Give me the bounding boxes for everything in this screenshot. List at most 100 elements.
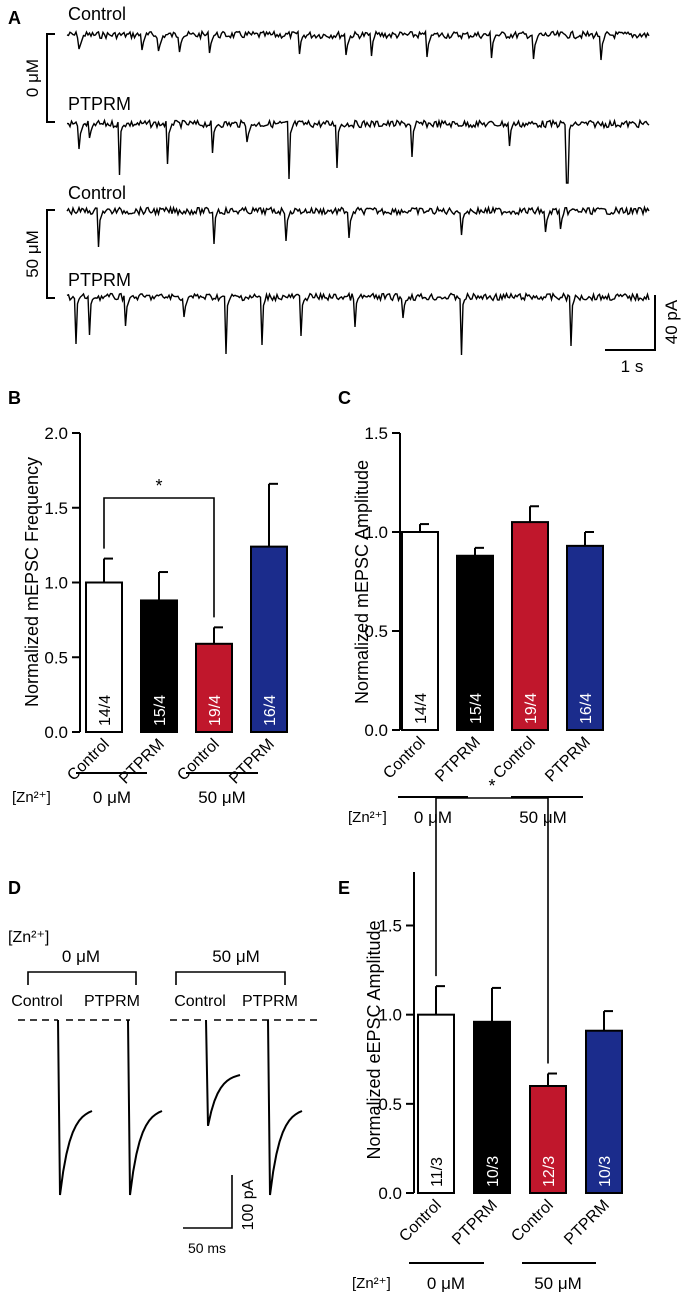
bracket-50uM xyxy=(46,209,55,299)
group-50-label: 50 μM xyxy=(519,808,567,827)
bar xyxy=(529,1085,567,1194)
panel-a-scale-bar xyxy=(605,295,656,351)
x-tick-label: Control xyxy=(490,734,538,782)
significance-bracket xyxy=(103,497,215,618)
n-label: 16/4 xyxy=(262,695,279,726)
n-label: 19/4 xyxy=(207,695,224,726)
x-tick-label: Control xyxy=(174,736,222,784)
trace-2-ptprm-0uM xyxy=(66,118,650,184)
n-label: 11/3 xyxy=(429,1157,446,1187)
trace-1-control-0uM xyxy=(66,29,650,61)
bracket-50uM-label: 50 μM xyxy=(23,230,42,278)
panel-a-trace-label-3: Control xyxy=(68,183,126,203)
bracket-zn-label: [Zn²⁺] xyxy=(348,809,387,826)
y-tick-label: 2.0 xyxy=(44,424,68,443)
x-tick-label: Control xyxy=(64,736,112,784)
y-tick-label: 0.0 xyxy=(364,721,388,740)
panel-d-scale-x-label: 50 ms xyxy=(188,1240,226,1256)
bar xyxy=(140,599,178,733)
group-0-label: 0 μM xyxy=(93,788,131,807)
group-0-label: 0 μM xyxy=(414,808,452,827)
n-label: 10/3 xyxy=(485,1156,502,1187)
y-tick-label: 0.0 xyxy=(378,1184,402,1203)
n-label: 15/4 xyxy=(152,695,169,726)
bar xyxy=(401,531,439,731)
panel-d-group-50-label: 50 μM xyxy=(212,947,260,966)
group-0-label: 0 μM xyxy=(427,1274,465,1293)
panel-d-group-0-label: 0 μM xyxy=(62,947,100,966)
n-label: 12/3 xyxy=(541,1156,558,1187)
x-tick-label: PTPRM xyxy=(449,1197,501,1249)
n-label: 16/4 xyxy=(578,693,595,724)
y-tick-label: 1.0 xyxy=(364,523,388,542)
trace-4-ptprm-50uM xyxy=(66,291,650,356)
n-label: 15/4 xyxy=(468,693,485,724)
x-tick-label: PTPRM xyxy=(116,736,168,788)
panel-d-bracket-0uM xyxy=(27,971,137,985)
y-axis-title: Normalized mEPSC Frequency xyxy=(22,457,42,707)
y-tick-label: 1.5 xyxy=(378,917,402,936)
group-50-label: 50 μM xyxy=(534,1274,582,1293)
trace-3-control-50uM xyxy=(66,204,650,248)
bracket-zn-label: [Zn²⁺] xyxy=(12,789,51,806)
panel-a-letter: A xyxy=(8,8,21,28)
eepsc-trace-control-0uM xyxy=(57,1019,93,1196)
bar xyxy=(417,1013,455,1195)
x-tick-label: Control xyxy=(396,1197,444,1245)
panel-d-trace-label-1: Control xyxy=(11,993,63,1010)
n-label: 14/4 xyxy=(97,695,114,726)
bracket-zn-label: [Zn²⁺] xyxy=(352,1275,391,1292)
n-label: 19/4 xyxy=(523,693,540,724)
panel-d-trace-label-2: PTPRM xyxy=(84,993,140,1010)
y-tick-label: 1.5 xyxy=(44,499,68,518)
panel-b-chart: Normalized mEPSC Frequency [Zn²⁺] 0 μM 5… xyxy=(12,424,288,807)
panel-d-scale-y-label: 100 pA xyxy=(240,1179,257,1230)
significance-star: * xyxy=(155,476,162,496)
bar xyxy=(195,642,233,733)
group-50-label: 50 μM xyxy=(198,788,246,807)
panel-d-trace-label-3: Control xyxy=(174,993,226,1010)
x-tick-label: PTPRM xyxy=(542,734,594,786)
panel-d-letter: D xyxy=(8,878,21,898)
significance-bracket xyxy=(435,797,549,1064)
panel-d-bracket-50uM xyxy=(175,971,286,985)
y-tick-label: 0.5 xyxy=(44,648,68,667)
bar xyxy=(566,544,604,731)
panel-e-letter: E xyxy=(338,878,350,898)
panel-b-letter: B xyxy=(8,388,21,408)
x-tick-label: PTPRM xyxy=(432,734,484,786)
panel-a-trace-label-4: PTPRM xyxy=(68,270,131,290)
panel-a-scale-y-label: 40 pA xyxy=(662,299,681,344)
x-tick-label: Control xyxy=(380,734,428,782)
panel-c-chart: Normalized mEPSC Amplitude [Zn²⁺] 0 μM 5… xyxy=(348,424,604,827)
n-label: 14/4 xyxy=(413,693,430,724)
eepsc-trace-control-50uM xyxy=(205,1019,241,1127)
y-axis-title: Normalized eEPSC Amplitude xyxy=(364,920,384,1159)
bracket-0uM xyxy=(46,33,55,123)
y-tick-label: 0.0 xyxy=(44,723,68,742)
y-tick-label: 1.5 xyxy=(364,424,388,443)
panel-a-scale-x-label: 1 s xyxy=(621,357,644,376)
panel-a-trace-label-1: Control xyxy=(68,4,126,24)
panel-d-zn-label: [Zn²⁺] xyxy=(8,929,49,946)
y-tick-label: 0.5 xyxy=(364,622,388,641)
panel-a-trace-label-2: PTPRM xyxy=(68,94,131,114)
bar xyxy=(511,521,549,731)
panel-d-scale-bar xyxy=(183,1175,233,1229)
panel-d-trace-label-4: PTPRM xyxy=(242,993,298,1010)
y-axis-title: Normalized mEPSC Amplitude xyxy=(352,460,372,704)
significance-star: * xyxy=(488,776,495,796)
bar xyxy=(585,1029,623,1195)
y-tick-label: 0.5 xyxy=(378,1095,402,1114)
y-tick-label: 1.0 xyxy=(44,574,68,593)
eepsc-trace-ptprm-50uM xyxy=(267,1019,303,1196)
x-tick-label: PTPRM xyxy=(561,1197,613,1249)
bar xyxy=(473,1020,511,1194)
panel-e-chart: Normalized eEPSC Amplitude [Zn²⁺] 0 μM 5… xyxy=(352,776,623,1293)
y-tick-label: 1.0 xyxy=(378,1006,402,1025)
x-tick-label: Control xyxy=(508,1197,556,1245)
bracket-0uM-label: 0 μM xyxy=(23,59,42,97)
x-tick-label: PTPRM xyxy=(226,736,278,788)
eepsc-trace-ptprm-0uM xyxy=(127,1019,163,1196)
